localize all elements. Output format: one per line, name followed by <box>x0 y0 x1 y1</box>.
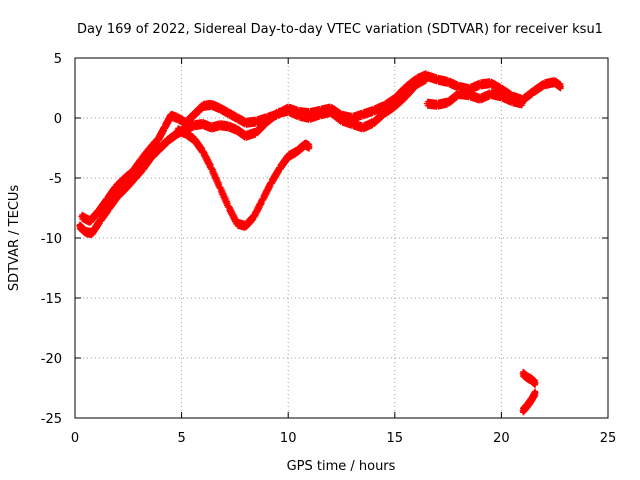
y-tick-label: 5 <box>54 52 62 67</box>
series-track-late <box>423 71 565 105</box>
series-cluster-bottom-upper <box>519 368 539 388</box>
y-tick-label: -10 <box>41 232 62 247</box>
series-track-late-low <box>423 89 526 110</box>
y-tick-label: -20 <box>41 352 62 367</box>
y-axis-title: SDTVAR / TECUs <box>7 185 22 292</box>
tick-marks <box>74 57 609 419</box>
grid <box>75 58 608 418</box>
data-point <box>519 100 526 107</box>
data-point <box>558 83 565 90</box>
series-cluster-bottom-lower <box>519 388 539 416</box>
x-tick-label: 5 <box>177 431 185 446</box>
y-tick-label: 0 <box>54 112 62 127</box>
data-point <box>275 169 282 176</box>
y-tick-labels: -25 -20 -15 -10 -5 0 5 <box>41 52 62 427</box>
data-point <box>453 94 460 101</box>
x-axis-title: GPS time / hours <box>287 459 396 474</box>
y-tick-label: -25 <box>41 412 62 427</box>
x-tick-label: 25 <box>600 431 617 446</box>
x-tick-labels: 0 5 10 15 20 25 <box>71 431 616 446</box>
x-tick-label: 15 <box>387 431 404 446</box>
data-point <box>532 389 539 396</box>
y-tick-label: -5 <box>49 172 62 187</box>
data-point <box>96 221 103 228</box>
series-track-dip <box>174 125 313 231</box>
data-point <box>306 143 313 150</box>
data-points <box>76 70 565 416</box>
chart-title: Day 169 of 2022, Sidereal Day-to-day VTE… <box>77 22 603 37</box>
x-tick-label: 20 <box>493 431 510 446</box>
y-tick-label: -15 <box>41 292 62 307</box>
data-point <box>532 380 539 387</box>
series-track-main-high <box>78 70 430 226</box>
x-tick-label: 0 <box>71 431 79 446</box>
x-tick-label: 10 <box>280 431 297 446</box>
